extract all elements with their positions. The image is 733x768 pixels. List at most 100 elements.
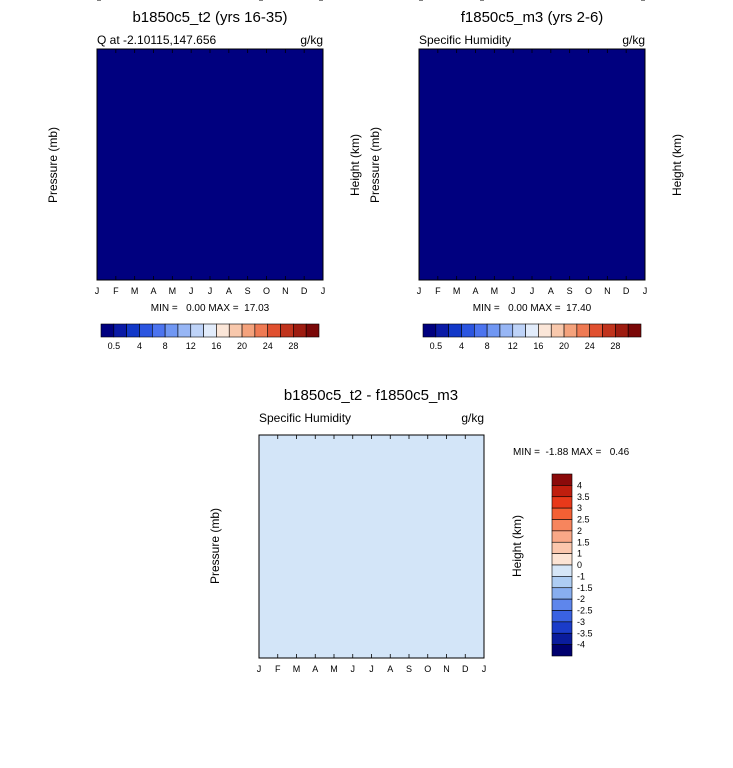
- colorbar-right-swatch: [435, 323, 449, 338]
- colorbar-diff-label: -2: [577, 594, 585, 604]
- colorbar-diff-swatch: [551, 621, 573, 634]
- panel-right-xtick-label: M: [491, 286, 499, 296]
- panel-diff-subtitle: Specific Humidity: [259, 411, 351, 425]
- panel-right-xtick-label: M: [453, 286, 461, 296]
- colorbar-right-label: 28: [610, 341, 620, 351]
- panel-right-subtitle: Specific Humidity: [419, 33, 511, 47]
- colorbar-left-swatch: [305, 323, 320, 338]
- colorbar-right-swatch: [486, 323, 501, 338]
- colorbar-diff-swatch: [551, 587, 573, 600]
- colorbar-left-swatch: [126, 323, 140, 338]
- panel-right-contours: [419, 49, 645, 280]
- panel-left-xtick-label: N: [282, 286, 289, 296]
- colorbar-diff-label: 3.5: [577, 492, 590, 502]
- panel-left: b1850c5_t2 (yrs 16-35) Q at -2.10115,147…: [46, 0, 362, 314]
- panel-right-y2tick-label: 24: [654, 0, 663, 2]
- panel-left-ytick-label: 250: [77, 0, 91, 2]
- panel-right-ytick-label: 250: [399, 0, 413, 2]
- colorbar-left-swatch: [177, 323, 192, 338]
- panel-left-contour-background: [97, 49, 323, 280]
- colorbar-diff-label: 1: [577, 549, 582, 559]
- panel-diff-y2tick-label: 12: [493, 0, 502, 2]
- colorbar-diff-swatch: [551, 598, 573, 611]
- colorbar-left-label: 12: [186, 341, 196, 351]
- colorbar-left-label: 0.5: [108, 341, 121, 351]
- panel-diff-ytick-label: 150: [239, 0, 253, 2]
- panel-left-xtick-label: J: [208, 286, 213, 296]
- colorbar-diff-swatch: [551, 530, 573, 543]
- colorbar-diff-label: 4: [577, 480, 582, 490]
- colorbar-diff-label: -2.5: [577, 606, 593, 616]
- panel-right-ytick-label: 850: [399, 0, 413, 2]
- panel-right-contour-background: [419, 49, 645, 280]
- panel-diff-ytick-label: 1000: [234, 0, 252, 2]
- colorbar-left-swatch: [267, 323, 281, 338]
- panel-diff-contours: [259, 435, 484, 658]
- colorbar-diff-label: -1.5: [577, 583, 593, 593]
- colorbar-right-label: 0.5: [430, 341, 443, 351]
- colorbar-left-swatch: [203, 323, 217, 338]
- colorbar-right-swatch: [602, 323, 616, 338]
- colorbar-right-swatch: [499, 323, 514, 338]
- colorbar-left-swatch: [241, 323, 256, 338]
- colorbar-right-label: 16: [533, 341, 543, 351]
- panel-right-xtick-label: A: [472, 286, 478, 296]
- panel-diff-axes: JFMAMJJASONDJ305070100150200250300400500…: [234, 0, 502, 674]
- colorbar-diff-swatch: [551, 507, 573, 520]
- colorbar-right-label: 4: [459, 341, 464, 351]
- panel-right-y2tick-label: 16: [654, 0, 663, 2]
- panel-left-xtick-label: M: [131, 286, 139, 296]
- panel-diff-y2tick-label: 20: [493, 0, 502, 2]
- colorbar-right-swatch: [589, 323, 603, 338]
- panel-diff-y2tick-label: 24: [493, 0, 502, 2]
- colorbar-left-swatch: [254, 323, 269, 338]
- colorbar-left-swatch: [100, 323, 115, 338]
- colorbar-right-swatch: [576, 323, 591, 338]
- colorbar-right-swatch: [615, 323, 629, 338]
- colorbar-right-swatch: [448, 323, 462, 338]
- colorbar-diff-label: 3: [577, 503, 582, 513]
- panel-diff-xtick-label: A: [312, 664, 318, 674]
- panel-diff-ytick-label: 500: [239, 0, 253, 2]
- panel-left-y2tick-label: 20: [332, 0, 341, 2]
- colorbar-right-swatch: [422, 323, 437, 338]
- colorbar-left-label: 8: [163, 341, 168, 351]
- colorbar-diff-label: -3: [577, 617, 585, 627]
- colorbar-left-swatch: [164, 323, 179, 338]
- panel-diff-ytick-label: 700: [239, 0, 253, 2]
- panel-left-y2tick-label: 4: [332, 0, 337, 2]
- panel-left-xtick-label: F: [113, 286, 119, 296]
- panel-right-axes: J F M A M J J A S O N D J 305070100150200250300400500…: [394, 0, 663, 296]
- colorbar-diff-label: 0: [577, 560, 582, 570]
- panel-right-xtick-label: N: [604, 286, 611, 296]
- colorbar-right-label: 12: [508, 341, 518, 351]
- colorbar-diff-swatch: [551, 473, 573, 486]
- panel-right-xtick-label: J: [417, 286, 422, 296]
- panel-left-ytick-label: 300: [77, 0, 91, 2]
- colorbar-left-label: 16: [211, 341, 221, 351]
- colorbar-diff-label: 1.5: [577, 537, 590, 547]
- colorbar-diff-swatch: [551, 564, 573, 577]
- colorbar-left-swatch: [216, 323, 230, 338]
- colorbar-left-label: 20: [237, 341, 247, 351]
- panel-diff-xtick-label: M: [293, 664, 301, 674]
- panel-diff-ytick-label: 50: [243, 0, 252, 2]
- colorbar-right-swatch: [525, 323, 539, 338]
- colorbar-right-swatch: [550, 323, 565, 338]
- panel-left-axes: JFMAMJJASONDJ305070100150200250300400500…: [72, 0, 341, 296]
- colorbar-right-label: 20: [559, 341, 569, 351]
- panel-diff-xtick-label: J: [369, 664, 374, 674]
- colorbar-left-label: 24: [263, 341, 273, 351]
- panel-right-ytick-label: 500: [399, 0, 413, 2]
- colorbar-right-label: 8: [485, 341, 490, 351]
- panel-diff-y2tick-label: 16: [493, 0, 502, 2]
- panel-right-xtick-label: D: [623, 286, 630, 296]
- colorbar-right-swatch: [512, 323, 526, 338]
- panel-left-ytick-label: 150: [77, 0, 91, 2]
- panel-diff-y2tick-label: 4: [493, 0, 498, 2]
- panel-right: f1850c5_m3 (yrs 2-6) Specific Humidity g…: [368, 0, 684, 314]
- colorbar-diff-swatch: [551, 632, 573, 645]
- panel-diff-xtick-label: N: [443, 664, 450, 674]
- panel-left-xtick-label: S: [245, 286, 251, 296]
